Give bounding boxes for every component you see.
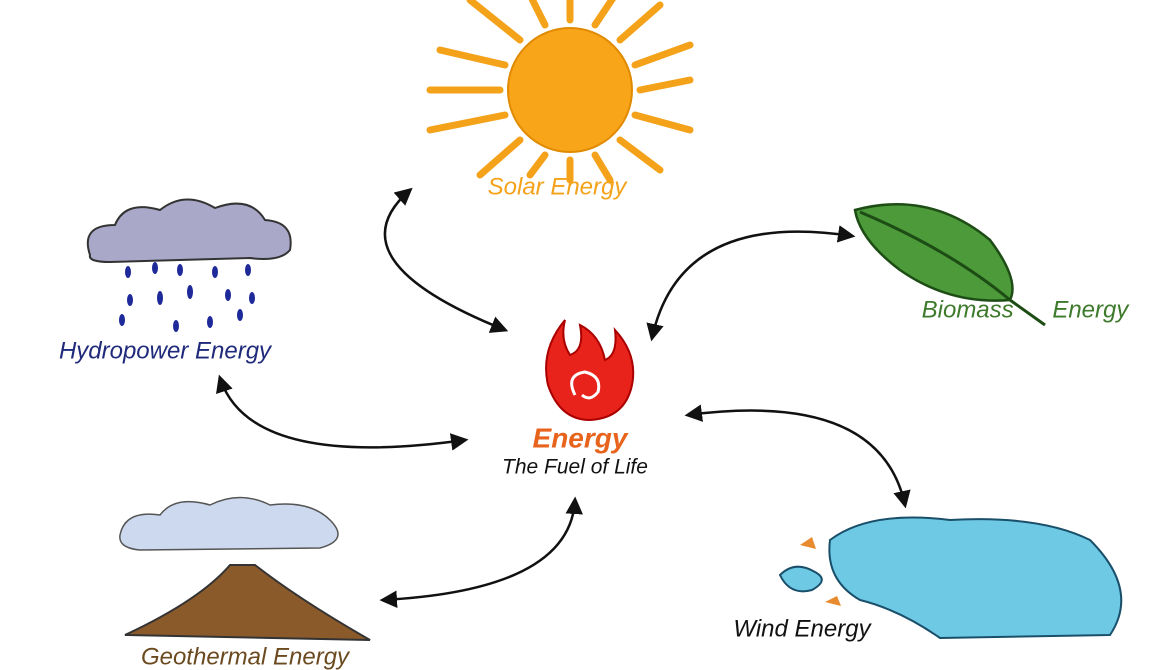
flame-icon (545, 319, 635, 422)
node-label: Hydropower Energy (59, 337, 273, 364)
volcano-icon (119, 496, 371, 641)
wind-icon (778, 516, 1123, 640)
center-title: Energy (533, 422, 629, 453)
leaf-icon (853, 203, 1046, 327)
node-label: Solar Energy (488, 173, 629, 200)
center-subtitle: The Fuel of Life (502, 456, 648, 479)
rain-cloud-icon (86, 198, 292, 332)
sun-icon (426, 0, 694, 184)
node-label: Biomass Energy (922, 296, 1131, 323)
node-label: Geothermal Energy (141, 643, 351, 670)
node-label: Wind Energy (733, 615, 872, 642)
arrows (216, 187, 911, 608)
